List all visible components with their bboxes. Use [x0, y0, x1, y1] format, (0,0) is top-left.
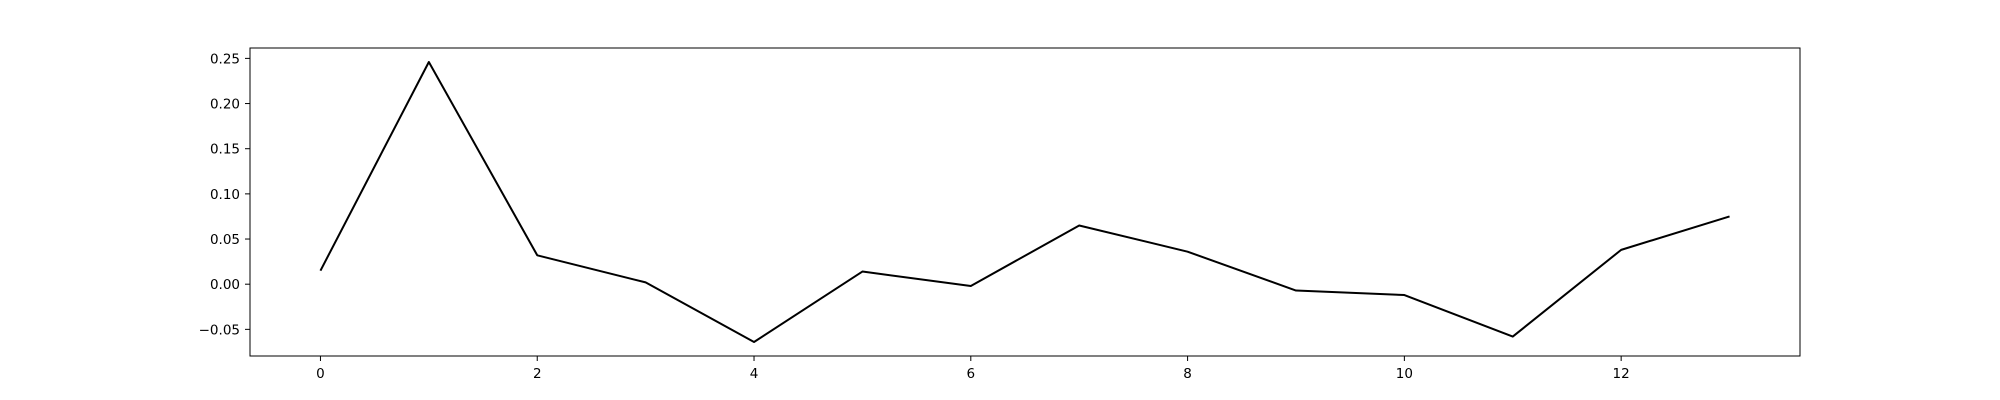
x-tick-label: 12: [1613, 366, 1630, 382]
x-tick-label: 4: [750, 366, 759, 382]
y-tick-label: 0.25: [210, 51, 240, 67]
y-tick-label: 0.20: [210, 97, 240, 113]
plot-frame: [249, 47, 1801, 357]
series-layer: [319, 61, 1730, 343]
y-tick-label: −0.05: [199, 322, 240, 338]
y-tick-label: 0.05: [210, 232, 240, 248]
x-tick-label: 6: [967, 366, 976, 382]
x-tick-label: 2: [533, 366, 542, 382]
y-tick-label: 0.10: [210, 187, 240, 203]
y-tick-label: 0.00: [210, 277, 240, 293]
x-axis: 0 2 4 6 8 10 12: [316, 356, 1630, 382]
x-tick-label: 8: [1183, 366, 1192, 382]
y-axis: −0.05 0.00 0.05 0.10 0.15 0.20 0.25: [199, 51, 250, 338]
x-tick-label: 0: [316, 366, 325, 382]
x-tick-label: 10: [1396, 366, 1413, 382]
series-line: [319, 61, 1730, 343]
y-tick-label: 0.15: [210, 142, 240, 158]
